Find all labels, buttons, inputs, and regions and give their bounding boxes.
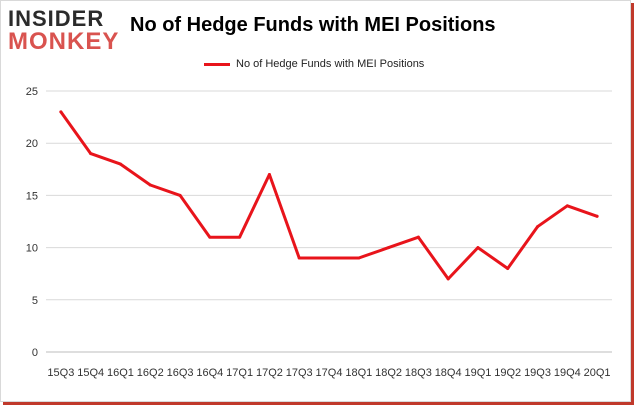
data-point	[595, 214, 599, 218]
chart-legend: No of Hedge Funds with MEI Positions	[204, 56, 424, 72]
data-point	[148, 183, 152, 187]
data-point	[267, 173, 271, 177]
y-tick-label: 15	[26, 190, 38, 202]
y-tick-label: 0	[32, 347, 38, 359]
x-tick-label: 16Q1	[107, 367, 134, 379]
data-point	[89, 152, 93, 156]
logo-line-1: INSIDER	[8, 6, 105, 31]
x-tick-label: 15Q3	[47, 367, 74, 379]
data-point	[327, 256, 331, 260]
data-point	[297, 256, 301, 260]
x-tick-label: 16Q4	[196, 367, 223, 379]
x-tick-label: 15Q4	[77, 367, 104, 379]
x-tick-label: 19Q4	[554, 367, 581, 379]
chart-title: No of Hedge Funds with MEI Positions	[130, 14, 496, 36]
x-tick-label: 16Q2	[137, 367, 164, 379]
y-tick-labels: 0 5 10 15 20 25	[26, 86, 38, 359]
legend-line-swatch	[204, 62, 230, 66]
y-tick-label: 25	[26, 86, 38, 98]
data-point	[357, 256, 361, 260]
y-tick-label: 20	[26, 138, 38, 150]
x-tick-label: 18Q4	[435, 367, 462, 379]
data-point	[416, 235, 420, 239]
x-tick-label: 19Q3	[524, 367, 551, 379]
x-tick-label: 18Q1	[345, 367, 372, 379]
x-tick-label: 17Q4	[316, 367, 343, 379]
series-layer	[59, 110, 599, 281]
x-tick-label: 20Q1	[584, 367, 611, 379]
data-point	[446, 277, 450, 281]
y-tick-label: 5	[32, 295, 38, 307]
data-point	[565, 204, 569, 208]
data-point	[178, 193, 182, 197]
data-point	[506, 266, 510, 270]
x-tick-labels: 15Q3 15Q4 16Q1 16Q2 16Q3 16Q4 17Q1 17Q2 17Q3 17Q4…	[47, 367, 610, 379]
data-point	[238, 235, 242, 239]
legend-label: No of Hedge Funds with MEI Positions	[236, 58, 425, 70]
x-tick-label: 19Q1	[464, 367, 491, 379]
data-point	[59, 110, 63, 114]
data-point	[536, 225, 540, 229]
chart-frame	[0, 0, 631, 402]
data-point	[118, 162, 122, 166]
logo-line-2: MONKEY	[8, 28, 120, 55]
y-tick-label: 10	[26, 243, 38, 255]
x-tick-label: 19Q2	[494, 367, 521, 379]
insider-monkey-logo: INSIDER MONKEY	[8, 6, 120, 55]
x-tick-label: 17Q1	[226, 367, 253, 379]
data-point	[476, 246, 480, 250]
data-point	[208, 235, 212, 239]
data-point	[387, 246, 391, 250]
x-tick-label: 16Q3	[167, 367, 194, 379]
grid-lines	[46, 90, 612, 353]
x-tick-label: 18Q3	[405, 367, 432, 379]
x-tick-label: 17Q2	[256, 367, 283, 379]
x-tick-label: 18Q2	[375, 367, 402, 379]
x-tick-label: 17Q3	[286, 367, 313, 379]
